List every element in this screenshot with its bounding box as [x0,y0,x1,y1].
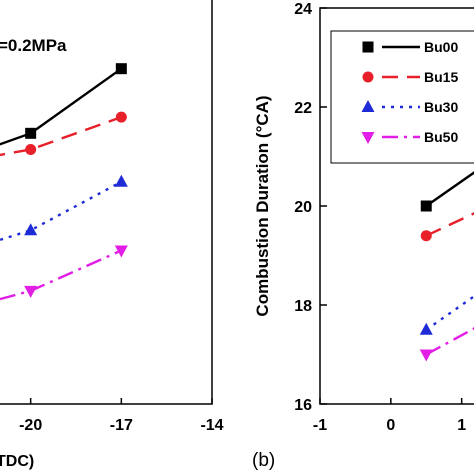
panel-a-series-line-bu50 [0,249,122,301]
panel-b-label: (b) [252,450,275,471]
panel-a: -20 -17 -14 =0.2MPa TDC) [0,0,224,470]
legend-box [330,30,474,164]
legend: Bu00 Bu15 Bu30 Bu50 [330,30,474,164]
legend-entries: Bu00 Bu15 Bu30 Bu50 [361,39,458,145]
panel-b-point-bu15-0 [420,230,432,242]
panel-a-point-bu15-2 [115,111,127,123]
legend-label-bu50: Bu50 [424,129,458,145]
panel-a-series [0,63,128,301]
panel-b-y-tick-label-2: 20 [294,199,312,216]
panel-b-series [419,171,474,362]
panel-b-x-ticks: -1 0 1 [313,398,466,434]
panel-b-x-tick-label-1: 0 [386,417,395,434]
panel-a-x-tick-label-1: -17 [110,417,133,434]
panel-b-y-axis-label: Combustion Duration (°CA) [253,95,272,316]
panel-a-series-line-bu15 [0,116,122,157]
panel-a-point-bu00-2 [115,63,127,75]
panel-a-point-bu50-1 [24,285,38,298]
panel-a-point-bu30-2 [114,174,128,187]
legend-label-bu15: Bu15 [424,69,458,85]
legend-marker-bu30 [361,100,375,112]
panel-a-x-ticks: -20 -17 -14 [19,398,224,434]
panel-a-x-tick-label-2: -14 [200,417,223,434]
panel-a-point-bu50-2 [114,245,128,258]
legend-marker-bu15 [362,71,374,83]
panel-a-x-tick-label-0: -20 [19,417,42,434]
legend-label-bu30: Bu30 [424,99,458,115]
panel-a-x-axis-label: TDC) [0,453,34,470]
panel-b: 16 18 20 22 24 -1 0 1 Combustion Duration (°CA… [252,1,474,471]
panel-b-series-line-bu15 [425,212,474,237]
panel-b-point-bu00-0 [420,200,432,212]
panel-b-series-line-bu30 [425,294,474,331]
panel-a-annotation: =0.2MPa [0,36,67,55]
panel-b-y-ticks: 16 18 20 22 24 [294,1,327,414]
panel-a-series-line-bu30 [0,180,122,242]
panel-b-y-tick-label-3: 22 [294,100,312,117]
panel-a-point-bu00-1 [25,127,37,139]
panel-b-y-tick-label-0: 16 [294,397,312,414]
panel-b-point-bu50-0 [419,349,433,362]
legend-marker-bu00 [362,41,374,53]
panel-b-series-line-bu50 [425,327,474,356]
panel-b-point-bu30-0 [419,322,433,335]
panel-b-y-tick-label-4: 24 [294,1,312,18]
legend-marker-bu50 [361,132,375,144]
panel-a-axes-frame [0,0,213,405]
panel-b-series-line-bu00 [425,171,474,207]
panel-a-point-bu15-1 [25,143,37,155]
panel-b-y-tick-label-1: 18 [294,298,312,315]
panel-b-x-tick-label-0: -1 [313,417,327,434]
panel-b-x-tick-label-2: 1 [457,417,466,434]
panel-a-point-bu30-1 [24,223,38,236]
legend-label-bu00: Bu00 [424,39,458,55]
